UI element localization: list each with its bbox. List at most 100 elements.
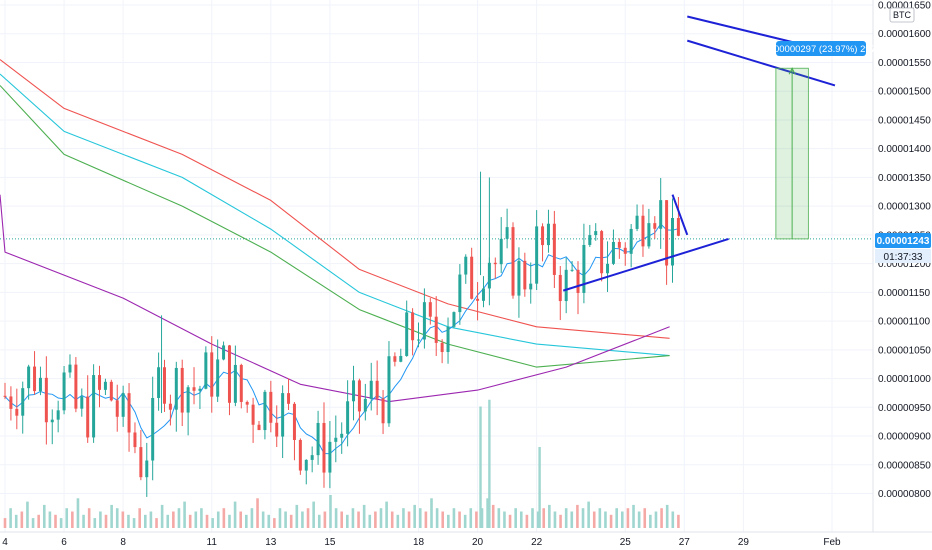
volume-bar [587,501,590,528]
volume-bar [519,511,523,528]
volume-bar [76,498,80,528]
candle-body [21,388,25,416]
ma-green [0,85,670,368]
drawing-tools[interactable] [562,15,836,292]
volume-bar [233,501,237,528]
candle-body [464,256,468,275]
candle-body [458,274,462,313]
candle-body [80,396,84,409]
candle-body [192,387,196,391]
volume-bar [632,504,635,528]
candle-body [44,377,48,423]
volume-bar [183,501,186,528]
volume-bar [538,447,541,528]
volume-bar [609,514,613,528]
volume-bar [368,514,372,528]
volume-bar [525,514,529,528]
volume-bar [329,495,332,528]
ma-purple [0,194,670,403]
volume-bar [26,501,29,528]
x-tick-label: Feb [823,537,841,548]
upper-channel-line [687,15,806,47]
volume-bar [570,511,574,528]
candle-body [15,408,19,416]
x-axis-panel[interactable] [0,532,932,550]
candle-body [346,401,350,434]
volume-bar [284,511,287,528]
volume-bar [155,518,158,528]
y-tick-label: 0.00001600 [878,29,931,40]
volume-bar [71,511,74,528]
candle-body [103,381,107,390]
candle-body [665,200,669,266]
candle-body [233,364,237,403]
candle-body [440,342,444,353]
volume-bar [104,514,108,528]
candle-body [623,247,627,254]
candle-body [139,447,143,478]
y-tick-label: 0.00001650 [878,1,931,12]
ma-teal [0,73,670,357]
x-tick-label: 25 [620,537,632,548]
candle-body [535,226,539,284]
volume-bar [9,508,12,528]
y-tick-label: 0.00001450 [878,115,931,126]
candle-body [216,359,220,397]
measure-label: 0.00000297 (23.97%) 297 [766,44,876,55]
volume-bar [143,514,147,528]
volume-bar [649,514,652,528]
candle-body [594,231,598,236]
volume-bar [592,511,596,528]
candle-body [487,262,491,289]
candle-body [322,422,326,473]
candle-body [375,380,379,399]
candle-body [174,367,178,410]
candle-body [62,372,66,411]
volume-bar [256,498,259,528]
y-tick-label: 0.00001100 [878,317,931,328]
volume-bar [82,514,85,528]
measure-label-box[interactable] [776,41,866,56]
x-tick-label: 4 [2,537,8,548]
volume-bar [188,514,192,528]
candle-body [552,223,556,275]
volume-bar [407,511,411,528]
volume-bar [447,514,450,528]
volume-bars [3,399,680,528]
candle-body [676,218,680,236]
volume-bar [671,511,675,528]
volume-bar [3,518,7,528]
volume-bar [441,511,445,528]
volume-bar [228,514,231,528]
volume-bar [626,508,630,528]
volume-bar [138,508,141,528]
countdown-label: 01:37:33 [884,252,923,263]
volume-bar [261,511,265,528]
volume-bar [677,514,680,528]
candle-body [357,380,361,412]
candle-body [576,269,580,293]
candle-body [446,326,450,353]
candle-body [564,269,568,302]
volume-bar [458,511,461,528]
y-axis-panel[interactable] [873,0,932,532]
volume-bar [127,514,130,528]
x-tick-label: 29 [738,537,750,548]
candle-body [275,422,279,437]
candle-body [227,345,231,403]
candle-body [310,455,314,460]
currency-badge[interactable] [889,7,915,23]
volume-bar [54,514,57,528]
x-tick-label: 13 [265,537,277,548]
candle-body [369,380,373,399]
candle-body [269,391,273,423]
candle-body [50,419,54,423]
volume-bar [340,511,344,528]
x-tick-label: 22 [531,537,543,548]
candle-body [387,356,391,424]
candle-body [38,377,42,392]
volume-bar [166,514,170,528]
volume-bar [469,508,473,528]
volume-bar [654,511,658,528]
